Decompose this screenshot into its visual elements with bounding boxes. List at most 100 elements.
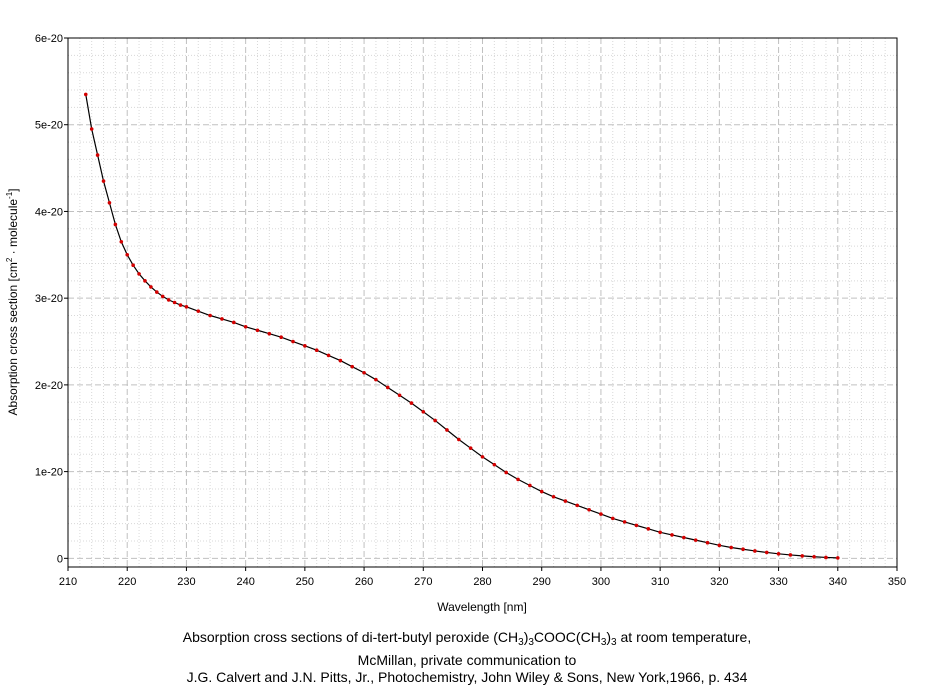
- caption-line-1: Absorption cross sections of di-tert-but…: [182, 629, 752, 648]
- data-point: [125, 253, 130, 257]
- data-point: [587, 507, 591, 512]
- data-point: [178, 303, 183, 307]
- data-point: [682, 535, 686, 540]
- x-tick-label: 210: [59, 576, 77, 588]
- data-point: [800, 554, 805, 558]
- x-tick-label: 330: [769, 576, 787, 588]
- data-point: [468, 446, 473, 450]
- y-axis-title: Absorption cross section [cm2 · molecule…: [5, 188, 20, 415]
- data-point: [729, 545, 733, 550]
- data-point: [131, 263, 135, 268]
- data-point: [705, 540, 710, 545]
- data-point: [551, 494, 556, 499]
- data-point: [528, 483, 532, 488]
- data-point: [385, 385, 390, 390]
- data-point: [160, 294, 165, 299]
- x-tick-label: 220: [118, 576, 136, 588]
- data-point: [362, 370, 366, 375]
- data-point: [717, 543, 722, 548]
- x-axis-title: Wavelength [nm]: [437, 600, 527, 614]
- x-tick-label: 340: [829, 576, 847, 588]
- data-point: [137, 272, 141, 276]
- x-tick-label: 310: [651, 576, 669, 588]
- y-tick-label: 2e-20: [35, 380, 63, 392]
- data-point: [303, 344, 307, 348]
- data-point: [208, 313, 212, 318]
- data-point: [338, 358, 343, 363]
- x-tick-label: 240: [236, 576, 254, 588]
- data-point: [291, 339, 295, 344]
- data-point: [670, 533, 674, 537]
- data-point: [89, 127, 94, 131]
- y-tick-label: 6e-20: [35, 33, 63, 45]
- data-point: [753, 549, 757, 553]
- data-point: [634, 523, 639, 528]
- data-point: [166, 298, 171, 302]
- y-tick-label: 0: [57, 553, 63, 565]
- data-point: [149, 285, 153, 289]
- data-point: [314, 348, 319, 352]
- y-tick-label: 4e-20: [35, 206, 63, 218]
- data-point: [113, 222, 118, 227]
- data-point: [155, 290, 159, 294]
- data-point: [220, 317, 224, 321]
- data-point: [172, 300, 177, 305]
- data-point: [788, 553, 793, 557]
- data-point: [741, 547, 745, 552]
- grid: [68, 38, 897, 567]
- data-point: [101, 179, 106, 183]
- data-point: [196, 309, 201, 313]
- data-point: [374, 377, 378, 382]
- data-point: [835, 556, 840, 560]
- y-tick-label: 5e-20: [35, 120, 63, 132]
- data-point: [492, 462, 497, 467]
- x-tick-label: 300: [592, 576, 610, 588]
- data-point: [83, 92, 88, 97]
- data-point: [107, 200, 112, 205]
- data-point: [95, 153, 100, 157]
- data-point: [326, 353, 331, 358]
- chart: 210 220 230 240 250 260 270 280 290 300 310 320 330 3…: [5, 33, 906, 614]
- x-tick-label: 350: [888, 576, 906, 588]
- x-tick-label: 260: [355, 576, 373, 588]
- data-point: [693, 538, 698, 542]
- data-point: [824, 555, 828, 560]
- x-axis: 210 220 230 240 250 260 270 280 290 300 310 320 330 3…: [59, 567, 906, 588]
- data-point: [232, 320, 236, 325]
- y-tick-label: 1e-20: [35, 467, 63, 479]
- data-point: [658, 530, 662, 535]
- data-point: [243, 324, 248, 329]
- data-point: [255, 328, 260, 333]
- x-tick-label: 270: [414, 576, 432, 588]
- data-point: [563, 499, 568, 503]
- x-tick-label: 290: [533, 576, 551, 588]
- data-point: [646, 527, 651, 531]
- data-point: [143, 279, 147, 283]
- data-point: [445, 428, 449, 432]
- data-point: [539, 489, 544, 494]
- data-point: [622, 520, 627, 524]
- data-point: [184, 305, 189, 309]
- y-tick-label: 3e-20: [35, 293, 63, 305]
- x-tick-label: 320: [710, 576, 728, 588]
- data-point: [350, 364, 355, 369]
- data-point: [457, 437, 461, 442]
- data-point: [575, 503, 580, 508]
- data-point: [516, 477, 520, 482]
- data-point: [397, 393, 402, 398]
- data-point: [421, 409, 426, 414]
- caption-line-3: J.G. Calvert and J.N. Pitts, Jr., Photoc…: [186, 669, 748, 685]
- data-point: [409, 401, 414, 405]
- data-point: [776, 552, 781, 556]
- data-point: [764, 550, 769, 555]
- caption-line-2: McMillan, private communication to: [357, 652, 577, 668]
- x-tick-label: 250: [296, 576, 314, 588]
- x-tick-label: 230: [177, 576, 195, 588]
- x-tick-label: 280: [473, 576, 491, 588]
- data-point: [119, 239, 124, 244]
- data-point: [480, 455, 485, 459]
- data-point: [610, 516, 615, 521]
- data-series: [83, 92, 840, 560]
- data-point: [812, 554, 816, 559]
- y-axis: 0 1e-20 2e-20 3e-20 4e-20 5e-20 6e-20: [35, 33, 68, 565]
